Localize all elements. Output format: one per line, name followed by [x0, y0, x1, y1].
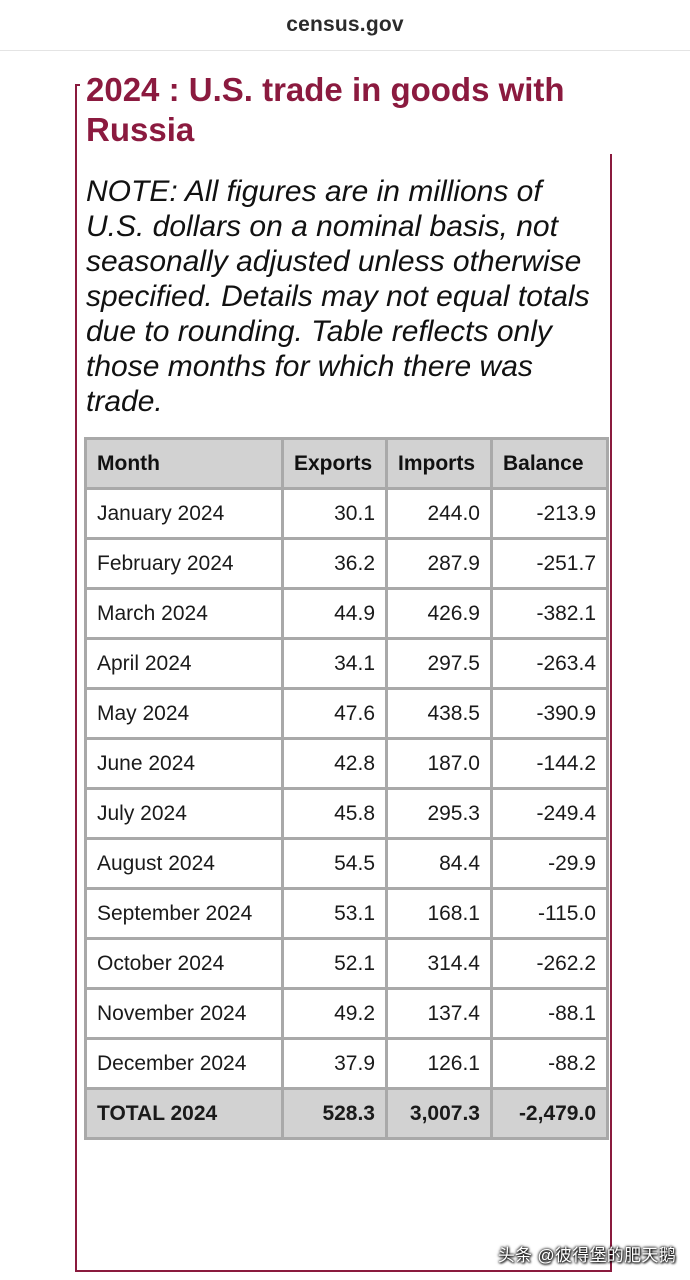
- cell-imports: 187.0: [385, 737, 493, 790]
- table-row: March 2024 44.9 426.9 -382.1: [84, 587, 609, 640]
- cell-exports: 44.9: [281, 587, 388, 640]
- trade-table: Month Exports Imports Balance January 20…: [84, 437, 609, 1140]
- cell-exports: 42.8: [281, 737, 388, 790]
- cell-balance: -88.2: [490, 1037, 609, 1090]
- cell-imports: 295.3: [385, 787, 493, 840]
- cell-month: September 2024: [84, 887, 284, 940]
- cell-exports: 45.8: [281, 787, 388, 840]
- page-title: 2024 : U.S. trade in goods with Russia: [80, 70, 615, 154]
- table-row: October 2024 52.1 314.4 -262.2: [84, 937, 609, 990]
- cell-month: November 2024: [84, 987, 284, 1040]
- cell-exports: 52.1: [281, 937, 388, 990]
- table-row: December 2024 37.9 126.1 -88.2: [84, 1037, 609, 1090]
- cell-imports: 297.5: [385, 637, 493, 690]
- table-total-row: TOTAL 2024 528.3 3,007.3 -2,479.0: [84, 1087, 609, 1140]
- cell-balance: -382.1: [490, 587, 609, 640]
- cell-balance: -262.2: [490, 937, 609, 990]
- cell-exports: 36.2: [281, 537, 388, 590]
- cell-month: February 2024: [84, 537, 284, 590]
- total-cell-month: TOTAL 2024: [84, 1087, 284, 1140]
- cell-month: October 2024: [84, 937, 284, 990]
- cell-balance: -251.7: [490, 537, 609, 590]
- table-row: July 2024 45.8 295.3 -249.4: [84, 787, 609, 840]
- cell-month: March 2024: [84, 587, 284, 640]
- cell-exports: 49.2: [281, 987, 388, 1040]
- cell-balance: -88.1: [490, 987, 609, 1040]
- table-row: February 2024 36.2 287.9 -251.7: [84, 537, 609, 590]
- table-row: May 2024 47.6 438.5 -390.9: [84, 687, 609, 740]
- cell-balance: -115.0: [490, 887, 609, 940]
- total-cell-exports: 528.3: [281, 1087, 388, 1140]
- cell-balance: -213.9: [490, 487, 609, 540]
- url-text: census.gov: [286, 13, 404, 36]
- cell-month: August 2024: [84, 837, 284, 890]
- cell-imports: 244.0: [385, 487, 493, 540]
- cell-imports: 168.1: [385, 887, 493, 940]
- cell-month: May 2024: [84, 687, 284, 740]
- cell-imports: 84.4: [385, 837, 493, 890]
- cell-exports: 34.1: [281, 637, 388, 690]
- cell-imports: 137.4: [385, 987, 493, 1040]
- column-header-imports: Imports: [385, 437, 493, 490]
- cell-exports: 53.1: [281, 887, 388, 940]
- cell-exports: 54.5: [281, 837, 388, 890]
- column-header-exports: Exports: [281, 437, 388, 490]
- table-header-row: Month Exports Imports Balance: [84, 437, 609, 490]
- column-header-month: Month: [84, 437, 284, 490]
- cell-exports: 30.1: [281, 487, 388, 540]
- cell-exports: 47.6: [281, 687, 388, 740]
- cell-balance: -390.9: [490, 687, 609, 740]
- column-header-balance: Balance: [490, 437, 609, 490]
- table-note: NOTE: All figures are in millions of U.S…: [86, 175, 590, 418]
- cell-imports: 426.9: [385, 587, 493, 640]
- browser-url-bar[interactable]: census.gov: [0, 0, 690, 51]
- cell-month: June 2024: [84, 737, 284, 790]
- cell-month: December 2024: [84, 1037, 284, 1090]
- cell-imports: 126.1: [385, 1037, 493, 1090]
- cell-balance: -144.2: [490, 737, 609, 790]
- cell-balance: -263.4: [490, 637, 609, 690]
- cell-month: January 2024: [84, 487, 284, 540]
- table-row: April 2024 34.1 297.5 -263.4: [84, 637, 609, 690]
- table-row: August 2024 54.5 84.4 -29.9: [84, 837, 609, 890]
- table-row: January 2024 30.1 244.0 -213.9: [84, 487, 609, 540]
- cell-exports: 37.9: [281, 1037, 388, 1090]
- cell-imports: 438.5: [385, 687, 493, 740]
- table-row: November 2024 49.2 137.4 -88.1: [84, 987, 609, 1040]
- watermark: 头条 @彼得堡的肥天鹅: [497, 1246, 676, 1265]
- cell-balance: -249.4: [490, 787, 609, 840]
- cell-imports: 287.9: [385, 537, 493, 590]
- table-row: September 2024 53.1 168.1 -115.0: [84, 887, 609, 940]
- table-row: June 2024 42.8 187.0 -144.2: [84, 737, 609, 790]
- total-cell-imports: 3,007.3: [385, 1087, 493, 1140]
- total-cell-balance: -2,479.0: [490, 1087, 609, 1140]
- cell-month: April 2024: [84, 637, 284, 690]
- cell-balance: -29.9: [490, 837, 609, 890]
- cell-imports: 314.4: [385, 937, 493, 990]
- cell-month: July 2024: [84, 787, 284, 840]
